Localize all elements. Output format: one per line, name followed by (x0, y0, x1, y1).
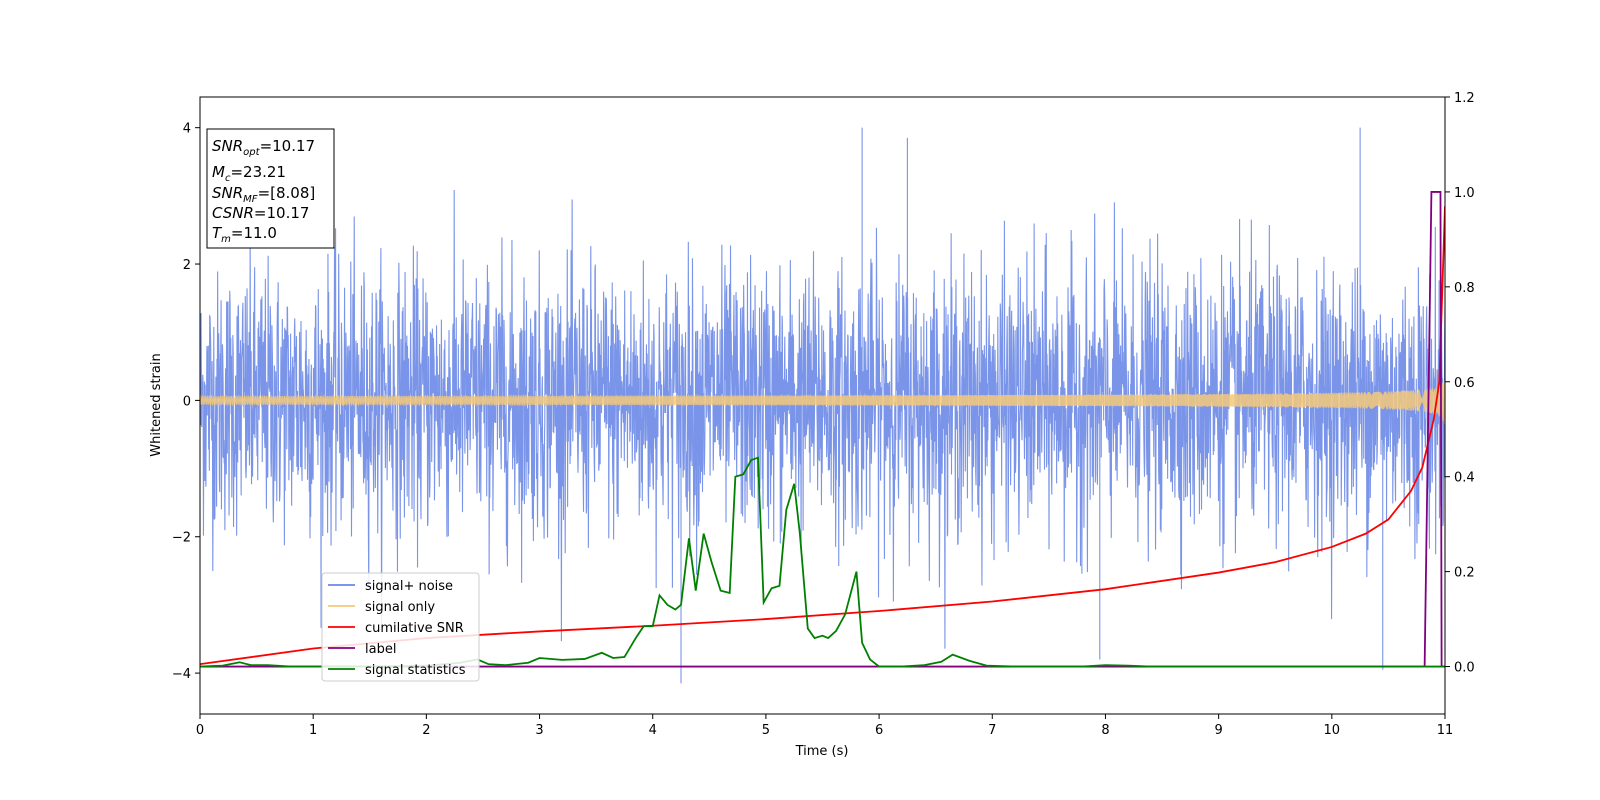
x-axis-label: Time (s) (795, 744, 849, 759)
series-cumulative-snr (200, 206, 1445, 666)
x-tick-label: 10 (1324, 723, 1341, 738)
x-tick-label: 5 (762, 723, 770, 738)
x-tick-label: 6 (875, 723, 883, 738)
series-layer (200, 127, 1445, 684)
y2-axis-ticks: 0.0 0.2 0.4 0.6 0.8 1.0 1.2 (1445, 91, 1475, 676)
series-signal-only (200, 381, 1445, 425)
y2-tick-label: 0.0 (1454, 661, 1475, 676)
y2-tick-label: 1.0 (1454, 186, 1475, 201)
x-tick-label: 1 (309, 723, 317, 738)
x-tick-label: 2 (422, 723, 430, 738)
y-tick-label: −2 (172, 531, 191, 546)
annotation-box: SNRopt=10.17 Mc=23.21 SNRMF=[8.08] CSNR=… (206, 128, 335, 249)
plot-frame (199, 96, 1446, 715)
y-tick-label: 0 (183, 394, 191, 409)
x-tick-label: 7 (988, 723, 996, 738)
y-tick-label: 2 (183, 258, 191, 273)
y-axis-label: Whitened strain (149, 353, 164, 456)
y2-tick-label: 0.6 (1454, 376, 1475, 391)
x-tick-label: 4 (649, 723, 657, 738)
x-tick-label: 3 (535, 723, 543, 738)
legend-label-cumulative-snr: cumilative SNR (365, 621, 464, 636)
legend-label-signal-statistics: signal statistics (365, 663, 466, 678)
legend-frame (321, 572, 480, 682)
x-tick-label: 8 (1101, 723, 1109, 738)
series-signal-statistics (200, 456, 1445, 668)
annotation-csnr: CSNR=10.17 (212, 204, 309, 222)
legend-label-label: label (365, 642, 396, 657)
y-tick-label: 4 (183, 122, 191, 137)
y2-tick-label: 0.4 (1454, 471, 1475, 486)
y2-tick-label: 0.2 (1454, 566, 1475, 581)
series-signal-plus-noise (200, 127, 1445, 684)
annotation-mc: Mc=23.21 (212, 163, 286, 184)
annotation-snr-mf: SNRMF=[8.08] (212, 184, 315, 205)
x-axis-ticks: 0 1 2 3 4 5 6 7 8 9 10 11 (196, 714, 1453, 738)
annotation-tm: Tm=11.0 (212, 224, 277, 245)
legend-label-signal-only: signal only (365, 600, 435, 615)
y-tick-label: −4 (172, 667, 191, 682)
x-tick-label: 0 (196, 723, 204, 738)
y2-tick-label: 1.2 (1454, 91, 1475, 106)
annotation-snr-opt: SNRopt=10.17 (212, 137, 315, 158)
legend-label-signal-plus-noise: signal+ noise (365, 579, 453, 594)
legend: signal+ noise signal only cumilative SNR… (321, 572, 480, 682)
x-tick-label: 11 (1437, 723, 1454, 738)
annotation-frame (206, 128, 335, 249)
x-tick-label: 9 (1214, 723, 1222, 738)
y-axis-ticks: −4 −2 0 2 4 (172, 122, 200, 682)
y2-tick-label: 0.8 (1454, 281, 1475, 296)
